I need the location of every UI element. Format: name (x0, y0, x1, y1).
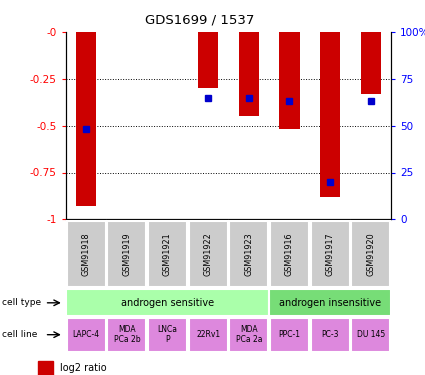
Text: GSM91919: GSM91919 (122, 232, 131, 276)
Bar (320, 32, 340, 197)
Bar (229, 221, 268, 287)
Text: GSM91917: GSM91917 (326, 232, 334, 276)
Text: PC-3: PC-3 (321, 330, 339, 339)
Bar (67, 318, 106, 352)
Bar (189, 318, 228, 352)
Text: GSM91923: GSM91923 (244, 232, 253, 276)
Bar (311, 221, 349, 287)
Text: MDA
PCa 2a: MDA PCa 2a (235, 325, 262, 344)
Bar (238, 32, 259, 116)
Bar (270, 318, 309, 352)
Text: DU 145: DU 145 (357, 330, 385, 339)
Text: cell type: cell type (2, 298, 41, 307)
Bar (38, 361, 53, 375)
Bar (269, 290, 391, 316)
Text: LAPC-4: LAPC-4 (73, 330, 100, 339)
Bar (76, 32, 96, 206)
Bar (351, 221, 390, 287)
Text: cell line: cell line (2, 330, 37, 339)
Text: log2 ratio: log2 ratio (60, 363, 107, 373)
Bar (108, 221, 146, 287)
Text: MDA
PCa 2b: MDA PCa 2b (113, 325, 140, 344)
Text: LNCa
P: LNCa P (158, 325, 178, 344)
Text: 22Rv1: 22Rv1 (196, 330, 220, 339)
Bar (66, 290, 269, 316)
Text: GSM91921: GSM91921 (163, 232, 172, 276)
Bar (351, 318, 390, 352)
Text: GSM91916: GSM91916 (285, 232, 294, 276)
Bar (311, 318, 349, 352)
Bar (148, 221, 187, 287)
Bar (229, 318, 268, 352)
Text: androgen sensitive: androgen sensitive (121, 298, 214, 308)
Bar (279, 32, 300, 129)
Bar (189, 221, 228, 287)
Text: androgen insensitive: androgen insensitive (279, 298, 381, 308)
Bar (108, 318, 146, 352)
Text: GDS1699 / 1537: GDS1699 / 1537 (145, 13, 255, 26)
Text: PPC-1: PPC-1 (278, 330, 300, 339)
Bar (148, 318, 187, 352)
Text: GSM91920: GSM91920 (366, 232, 375, 276)
Bar (67, 221, 106, 287)
Text: GSM91922: GSM91922 (204, 232, 212, 276)
Text: GSM91918: GSM91918 (82, 232, 91, 276)
Bar (270, 221, 309, 287)
Bar (198, 32, 218, 88)
Bar (360, 32, 381, 94)
